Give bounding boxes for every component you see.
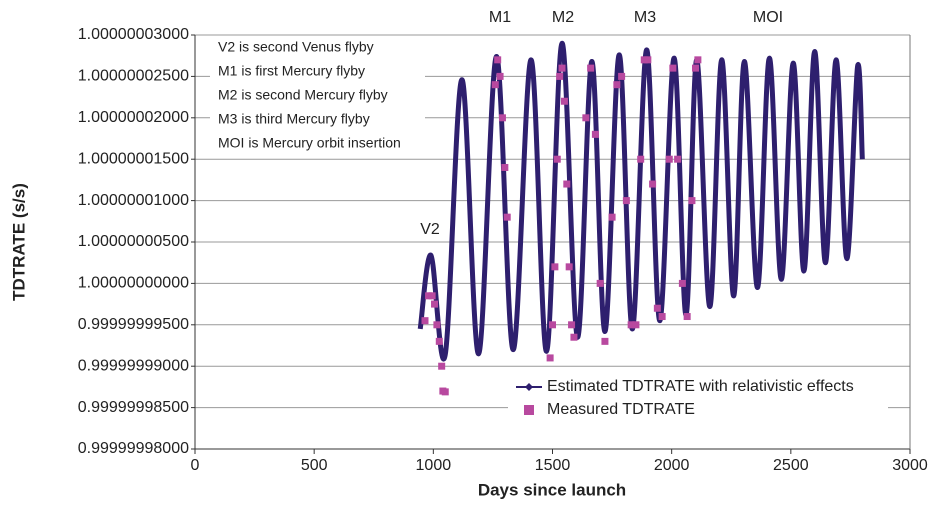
measured-point (582, 114, 590, 122)
measured-point (688, 197, 696, 205)
measured-point (608, 213, 616, 221)
measured-point (637, 155, 645, 163)
y-tick-label: 1.00000003000 (78, 26, 189, 43)
legend-marker (524, 405, 534, 415)
measured-point (622, 197, 630, 205)
measured-point (649, 180, 657, 188)
estimated-line (417, 40, 865, 362)
measured-point (692, 64, 699, 72)
measured-point (433, 321, 441, 329)
measured-point (565, 263, 573, 271)
y-tick-label: 0.99999999000 (78, 357, 189, 374)
y-tick-label: 1.00000002500 (78, 68, 189, 85)
note: M2 is second Mercury flyby (218, 87, 388, 103)
y-tick-label: 0.99999998000 (78, 440, 189, 457)
annotation: M1 (489, 9, 511, 26)
x-tick-label: 2500 (773, 457, 809, 474)
measured-point (591, 130, 599, 138)
x-tick-label: 1500 (535, 457, 571, 474)
measured-point (587, 64, 595, 72)
x-tick-label: 2000 (654, 457, 690, 474)
y-tick-label: 1.00000000500 (78, 233, 189, 250)
measured-point (568, 321, 576, 329)
measured-point (491, 81, 499, 89)
measured-point (601, 337, 609, 345)
measured-point (438, 362, 446, 370)
measured-point (496, 72, 504, 80)
x-axis-title: Days since launch (478, 480, 626, 499)
measured-point (683, 313, 691, 321)
measured-point (669, 64, 677, 72)
note: M1 is first Mercury flyby (218, 63, 365, 79)
measured-point (498, 114, 506, 122)
plot (417, 40, 865, 396)
measured-point (441, 388, 449, 396)
y-tick-label: 0.99999999500 (78, 316, 189, 333)
x-tick-label: 3000 (892, 457, 928, 474)
measured-point (553, 155, 561, 163)
measured-point (694, 56, 702, 64)
measured-point (560, 97, 568, 105)
x-tick-label: 0 (191, 457, 200, 474)
y-tick-label: 1.00000001500 (78, 150, 189, 167)
measured-point (431, 300, 439, 308)
measured-point (435, 337, 443, 345)
measured-point (613, 81, 621, 89)
measured-point (549, 321, 556, 329)
measured-point (546, 354, 554, 362)
y-axis-title: TDTRATE (s/s) (9, 183, 28, 301)
annotation: V2 (420, 221, 440, 238)
measured-point (425, 292, 433, 300)
measured-point (558, 64, 566, 72)
measured-point (570, 333, 578, 341)
measured-point (632, 321, 640, 329)
legend-label: Estimated TDTRATE with relativistic effe… (547, 378, 854, 395)
y-tick-label: 1.00000000000 (78, 275, 189, 292)
y-tick-label: 0.99999998500 (78, 399, 189, 416)
measured-point (678, 279, 686, 287)
note: M3 is third Mercury flyby (218, 111, 370, 127)
measured-point (556, 72, 564, 80)
measured-point (551, 263, 559, 271)
legend-box (508, 374, 888, 422)
measured-point (428, 292, 436, 300)
measured-point (596, 279, 604, 287)
note: V2 is second Venus flyby (218, 39, 374, 55)
measured-point (665, 155, 673, 163)
measured-point (644, 56, 652, 64)
measured-point (653, 304, 661, 312)
legend-label: Measured TDTRATE (547, 401, 695, 418)
measured-point (674, 155, 682, 163)
measured-point (658, 313, 666, 321)
x-tick-label: 500 (301, 457, 328, 474)
measured-point (627, 321, 635, 329)
x-tick-label: 1000 (416, 457, 452, 474)
annotation: M2 (552, 9, 574, 26)
legend-marker (525, 383, 533, 391)
measured-point (503, 213, 511, 221)
measured-point (421, 317, 429, 325)
measured-point (563, 180, 571, 188)
measured-point (618, 72, 626, 80)
note: MOI is Mercury orbit insertion (218, 135, 401, 151)
measured-point (640, 56, 648, 64)
notes-box (210, 36, 425, 158)
y-tick-label: 1.00000002000 (78, 109, 189, 126)
measured-point (501, 163, 509, 171)
annotation: M3 (634, 9, 656, 26)
annotation: MOI (753, 9, 783, 26)
y-tick-label: 1.00000001000 (78, 192, 189, 209)
measured-point (494, 56, 502, 64)
